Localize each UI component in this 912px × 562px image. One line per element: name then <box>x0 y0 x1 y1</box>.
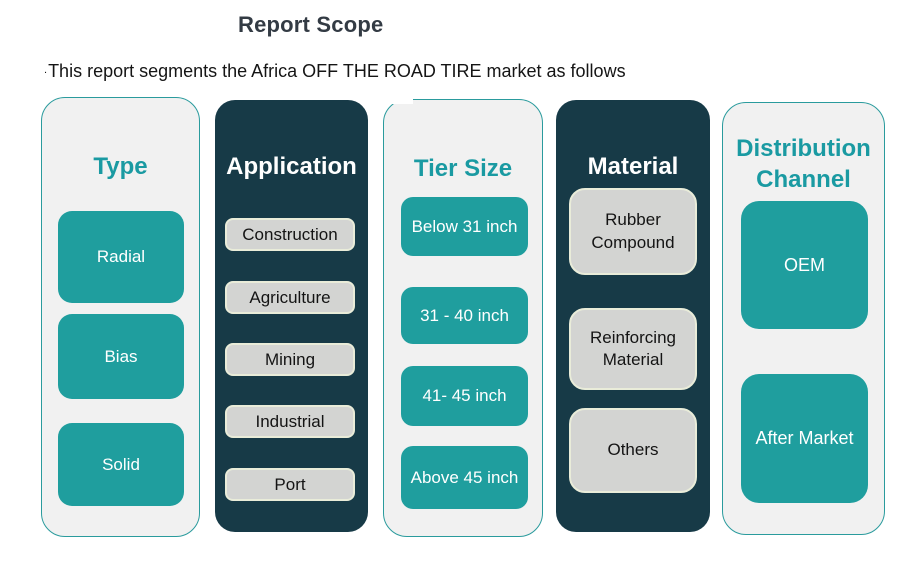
column-application: Application Construction Agriculture Min… <box>215 100 368 532</box>
white-notch-artifact <box>388 95 413 104</box>
segment-industrial: Industrial <box>225 405 355 438</box>
segment-construction: Construction <box>225 218 355 251</box>
column-type-title: Type <box>93 153 148 180</box>
segment-port: Port <box>225 468 355 501</box>
segment-mining: Mining <box>225 343 355 376</box>
segment-reinforcing-material: Reinforcing Material <box>569 308 697 390</box>
segment-rubber-compound: Rubber Compound <box>569 188 697 275</box>
column-type: Type Radial Bias Solid <box>41 97 200 537</box>
subtitle-text: This report segments the Africa OFF THE … <box>48 61 626 81</box>
segment-others: Others <box>569 408 697 493</box>
segment-solid: Solid <box>58 423 184 506</box>
subtitle-bullet: . <box>44 64 48 76</box>
column-material-title: Material <box>587 153 679 180</box>
column-tier-size-title: Tier Size <box>413 155 513 182</box>
segment-below-31-inch: Below 31 inch <box>401 197 528 256</box>
segment-bias: Bias <box>58 314 184 399</box>
column-tier-size: Tier Size Below 31 inch 31 - 40 inch 41-… <box>383 99 543 537</box>
column-distribution-channel: Distribution Channel OEM After Market <box>722 102 885 535</box>
segment-agriculture: Agriculture <box>225 281 355 314</box>
segment-oem: OEM <box>741 201 868 329</box>
segment-41-45-inch: 41- 45 inch <box>401 366 528 426</box>
segment-radial: Radial <box>58 211 184 303</box>
column-distribution-channel-title: Distribution Channel <box>736 135 871 193</box>
column-material: Material Rubber Compound Reinforcing Mat… <box>556 100 710 532</box>
subtitle: .This report segments the Africa OFF THE… <box>44 61 626 82</box>
column-application-title: Application <box>226 153 357 180</box>
segment-after-market: After Market <box>741 374 868 503</box>
segment-above-45-inch: Above 45 inch <box>401 446 528 509</box>
page-title: Report Scope <box>238 12 384 37</box>
segment-31-40-inch: 31 - 40 inch <box>401 287 528 344</box>
